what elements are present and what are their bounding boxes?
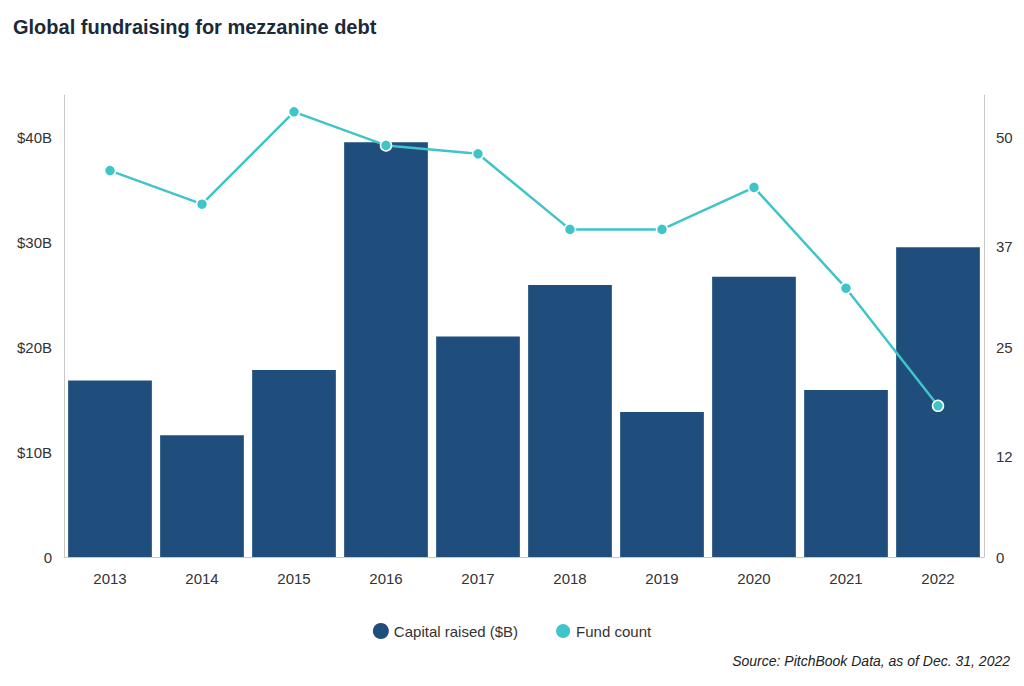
svg-text:0: 0 (996, 549, 1004, 566)
svg-text:Capital raised ($B): Capital raised ($B) (394, 623, 518, 640)
svg-text:2014: 2014 (185, 570, 218, 587)
svg-text:Fund count: Fund count (576, 623, 652, 640)
svg-text:2019: 2019 (645, 570, 678, 587)
svg-text:12: 12 (996, 448, 1013, 465)
svg-text:2017: 2017 (461, 570, 494, 587)
svg-text:2020: 2020 (737, 570, 770, 587)
svg-text:Global fundraising for mezzani: Global fundraising for mezzanine debt (13, 16, 377, 38)
svg-text:2022: 2022 (921, 570, 954, 587)
svg-text:$20B: $20B (17, 339, 52, 356)
svg-text:Source: PitchBook Data, as of: Source: PitchBook Data, as of Dec. 31, 2… (732, 653, 1010, 669)
svg-text:37: 37 (996, 238, 1013, 255)
svg-text:25: 25 (996, 339, 1013, 356)
svg-text:0: 0 (44, 549, 52, 566)
svg-text:$40B: $40B (17, 129, 52, 146)
svg-text:2021: 2021 (829, 570, 862, 587)
svg-text:$10B: $10B (17, 444, 52, 461)
svg-text:2018: 2018 (553, 570, 586, 587)
svg-text:2013: 2013 (93, 570, 126, 587)
svg-text:2015: 2015 (277, 570, 310, 587)
svg-text:$30B: $30B (17, 234, 52, 251)
svg-text:50: 50 (996, 129, 1013, 146)
svg-text:2016: 2016 (369, 570, 402, 587)
